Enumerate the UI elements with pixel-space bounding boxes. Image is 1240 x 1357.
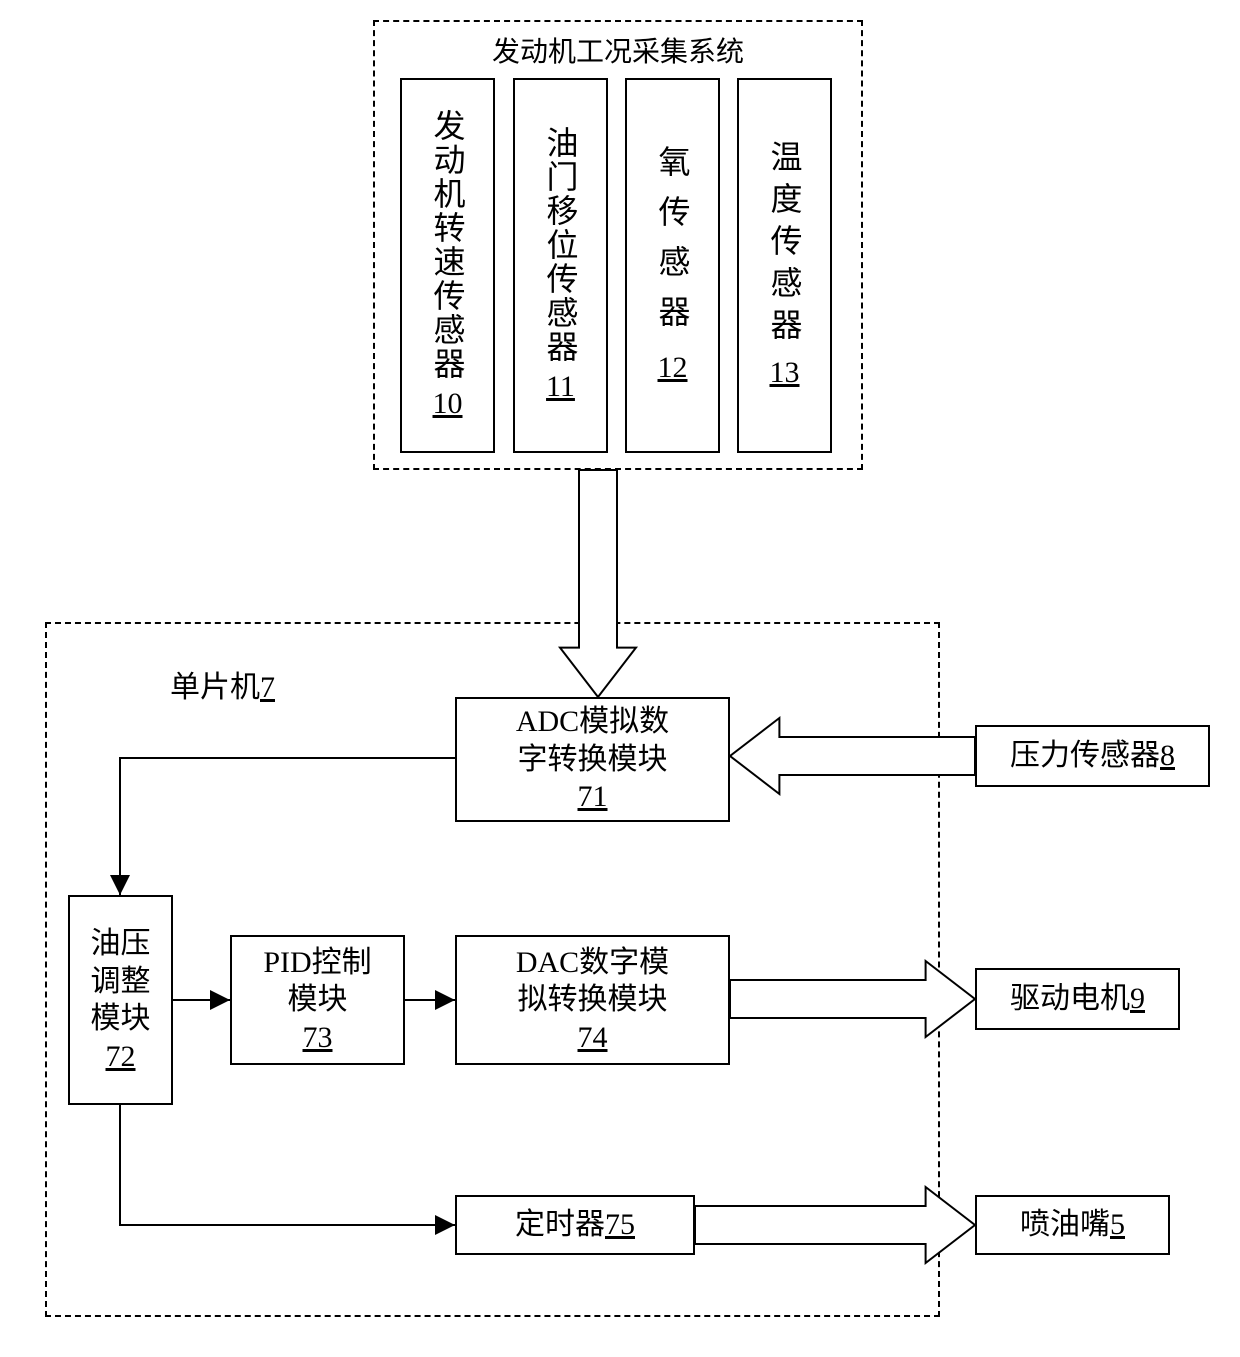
motor-block: 驱动电机9	[975, 968, 1180, 1030]
dac-ref: 74	[578, 1019, 608, 1057]
mcu-title: 单片机7	[170, 662, 275, 706]
nozzle-block: 喷油嘴5	[975, 1195, 1170, 1255]
pressure-label: 压力传感器	[1010, 737, 1160, 775]
sensor-o2: 氧传感器 12	[625, 78, 720, 453]
oilp-l3: 模块	[91, 1000, 151, 1038]
timer-label: 定时器	[515, 1206, 605, 1244]
adc-block: ADC模拟数 字转换模块 71	[455, 697, 730, 822]
pid-ref: 73	[303, 1019, 333, 1057]
sensor-rpm-ref: 10	[433, 385, 463, 423]
oilp-l1: 油压	[91, 925, 151, 963]
nozzle-ref: 5	[1110, 1206, 1125, 1244]
timer-ref: 75	[605, 1206, 635, 1244]
sensor-o2-ref: 12	[658, 349, 688, 387]
pressure-ref: 8	[1160, 737, 1175, 775]
oilp-l2: 调整	[91, 963, 151, 1001]
timer-block: 定时器75	[455, 1195, 695, 1255]
adc-line1: ADC模拟数	[516, 703, 669, 741]
motor-ref: 9	[1130, 980, 1145, 1018]
sensor-temp-ref: 13	[770, 354, 800, 392]
dac-l2: 拟转换模块	[518, 981, 668, 1019]
sensor-rpm-label: 发动机转速传感器	[428, 109, 468, 381]
nozzle-label: 喷油嘴	[1020, 1206, 1110, 1244]
pid-l1: PID控制	[263, 944, 371, 982]
motor-label: 驱动电机	[1010, 980, 1130, 1018]
sensor-rpm: 发动机转速传感器 10	[400, 78, 495, 453]
oilp-ref: 72	[106, 1038, 136, 1076]
engine-acq-title: 发动机工况采集系统	[375, 30, 861, 70]
dac-l1: DAC数字模	[516, 944, 669, 982]
pid-block: PID控制 模块 73	[230, 935, 405, 1065]
oilp-block: 油压 调整 模块 72	[68, 895, 173, 1105]
pressure-sensor: 压力传感器8	[975, 725, 1210, 787]
sensor-o2-label: 氧传感器	[653, 145, 693, 345]
mcu-ref: 7	[260, 671, 275, 704]
sensor-throttle: 油门移位传感器 11	[513, 78, 608, 453]
pid-l2: 模块	[288, 981, 348, 1019]
sensor-temp: 温度传感器 13	[737, 78, 832, 453]
dac-block: DAC数字模 拟转换模块 74	[455, 935, 730, 1065]
sensor-throttle-label: 油门移位传感器	[541, 126, 581, 364]
adc-ref: 71	[578, 778, 608, 816]
adc-line2: 字转换模块	[518, 741, 668, 779]
sensor-temp-label: 温度传感器	[765, 140, 805, 350]
sensor-throttle-ref: 11	[546, 368, 575, 406]
mcu-label: 单片机	[170, 671, 260, 704]
